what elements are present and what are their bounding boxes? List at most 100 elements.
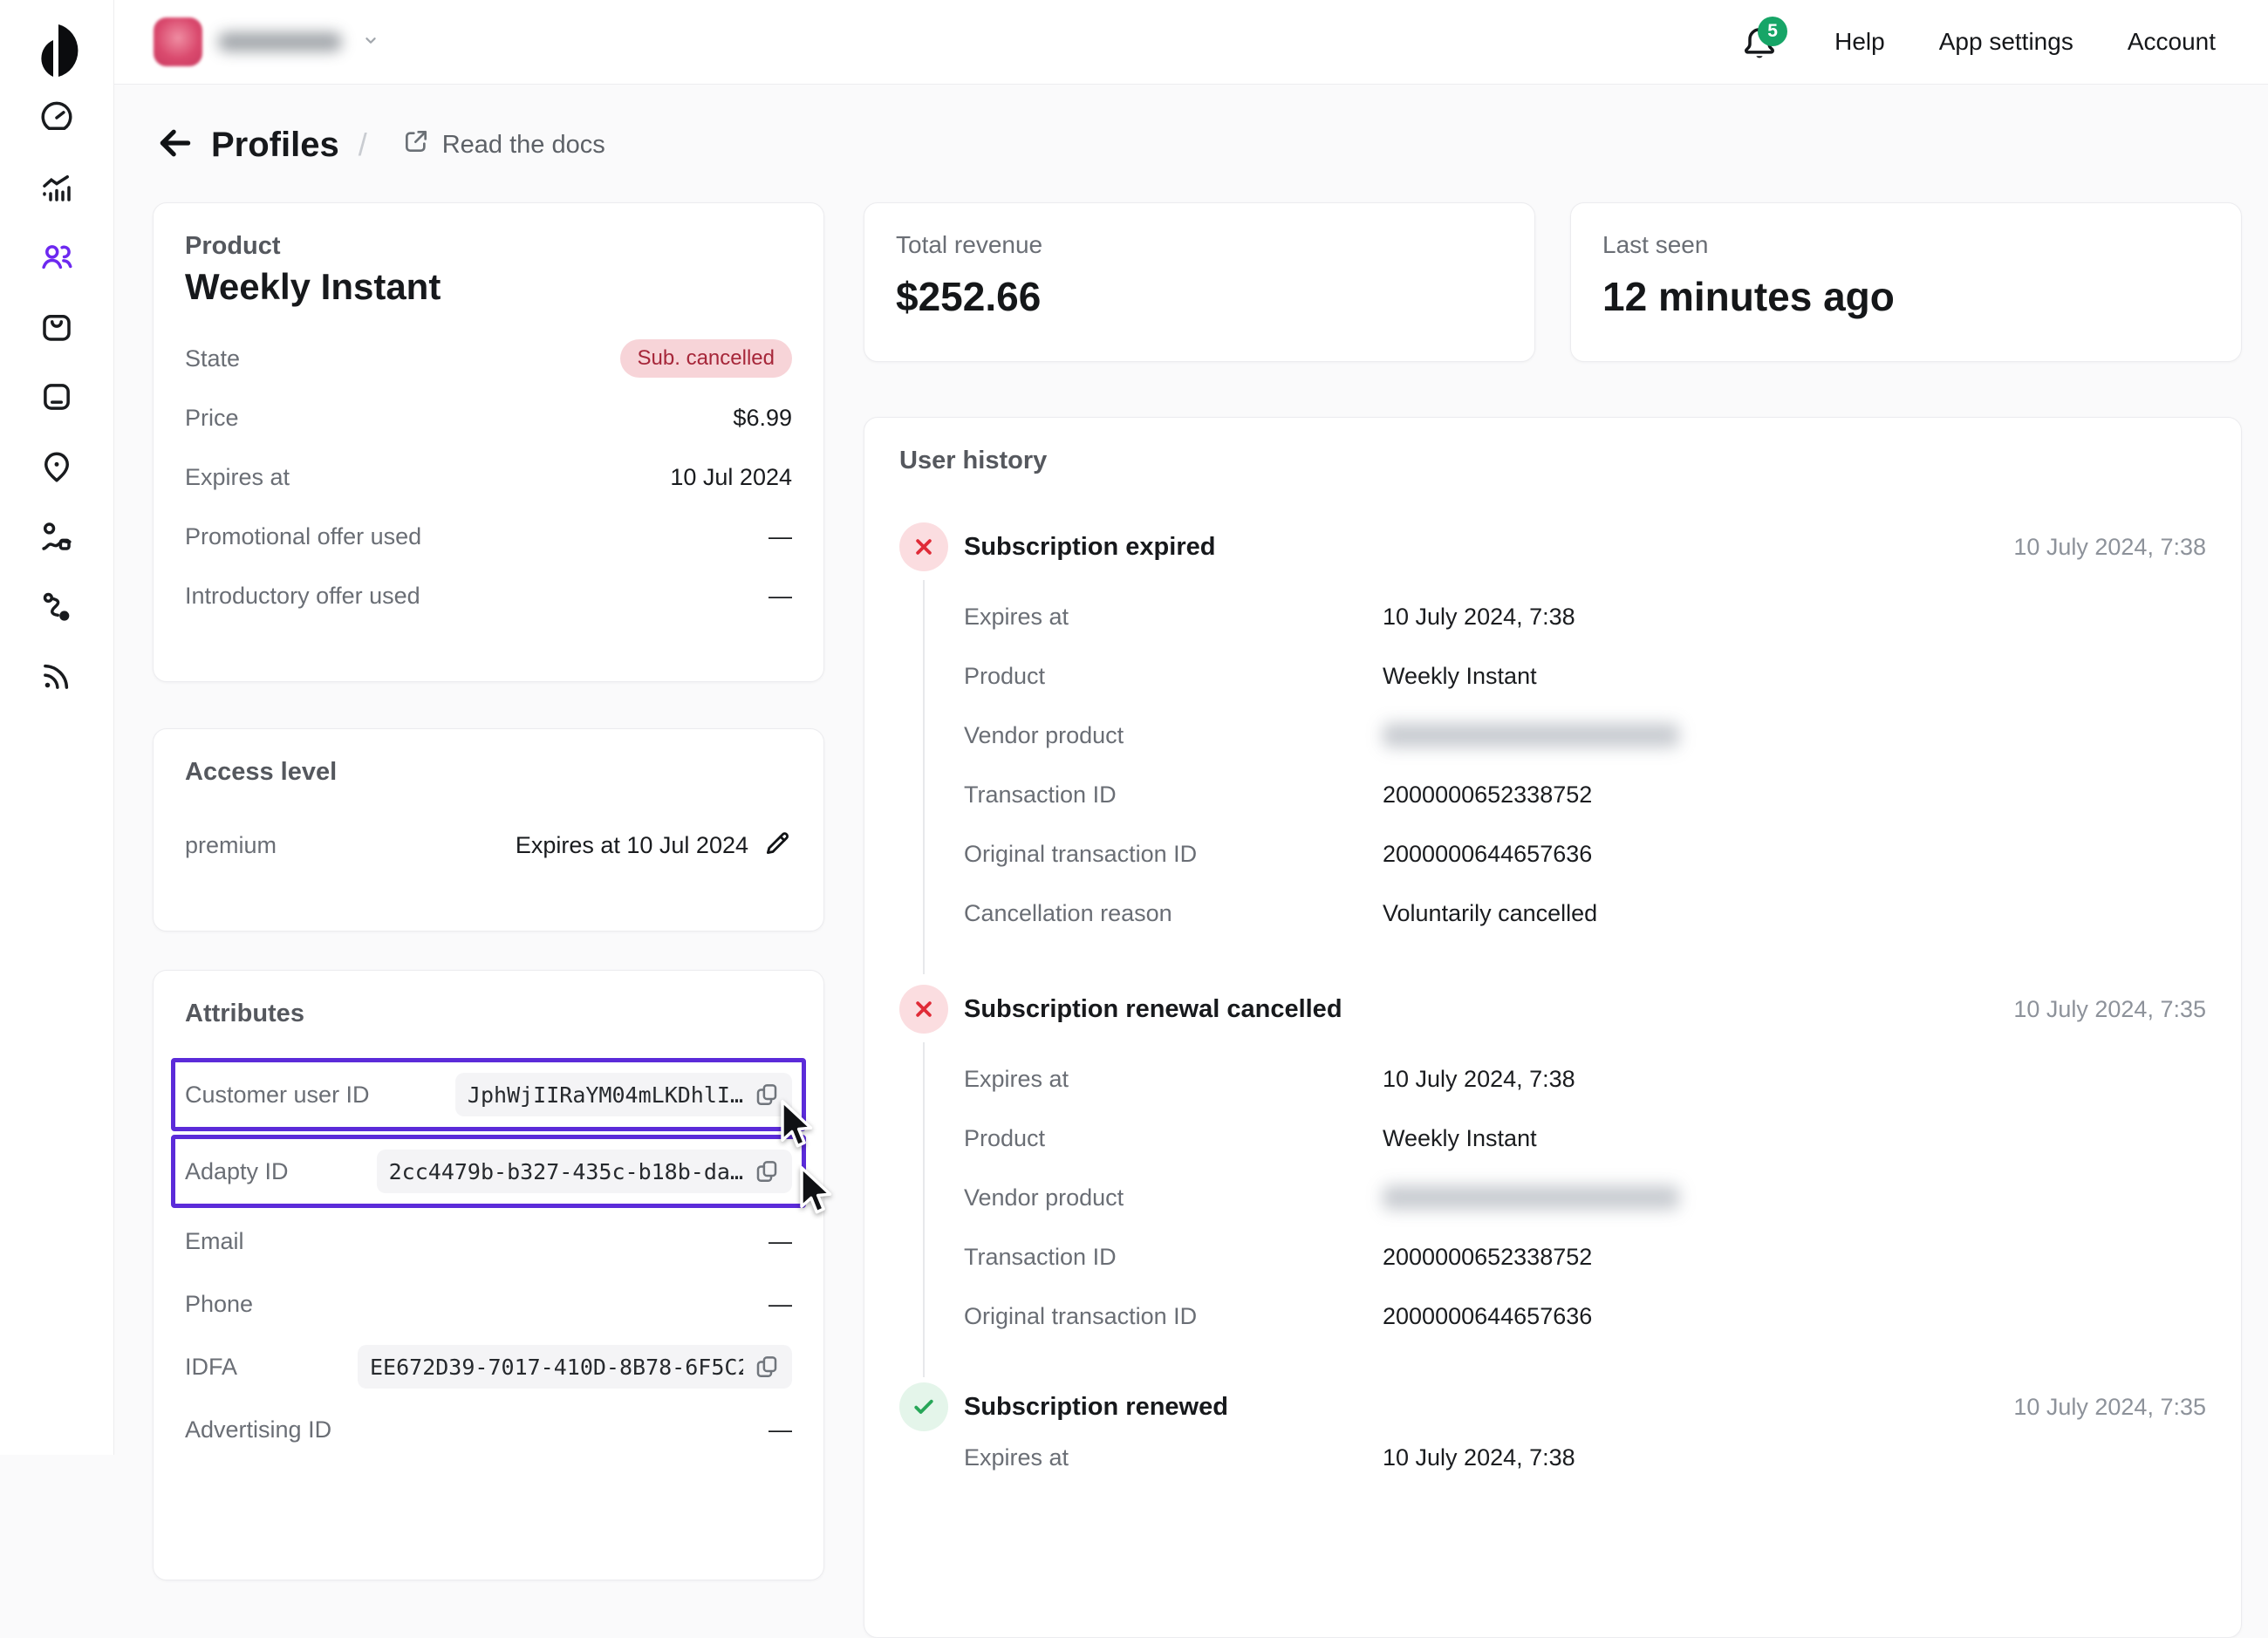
chevron-down-icon <box>361 31 380 54</box>
nav-account[interactable]: Account <box>2127 28 2216 55</box>
placements-icon <box>38 379 75 420</box>
attr-row-adapty-id: Adapty ID 2cc4479b-b327-435c-b18b-da… <box>185 1140 792 1203</box>
product-row-price: Price $6.99 <box>185 404 792 431</box>
external-link-icon <box>402 127 430 162</box>
notifications-button[interactable]: 5 <box>1740 17 1788 66</box>
detail-row: Transaction ID 2000000652338752 <box>964 781 1593 808</box>
event-timestamp: 10 July 2024, 7:38 <box>2013 533 2206 560</box>
timeline-connector <box>923 1042 925 1377</box>
sidebar-item-ab-test[interactable] <box>0 503 113 573</box>
sidebar <box>0 0 114 1455</box>
sidebar-item-profiles[interactable] <box>0 224 113 294</box>
ab-test-icon <box>38 518 75 559</box>
attr-row-email: Email — <box>185 1227 792 1254</box>
attr-row-phone: Phone — <box>185 1290 792 1317</box>
back-button[interactable] <box>155 125 195 165</box>
sidebar-item-placements[interactable] <box>0 364 113 433</box>
product-row-intro-offer: Introductory offer used — <box>185 582 792 609</box>
product-row-promo-offer: Promotional offer used — <box>185 522 792 549</box>
sidebar-item-analytics[interactable] <box>0 154 113 224</box>
detail-row: Expires at 10 July 2024, 7:38 <box>964 1065 1575 1092</box>
page-header: Profiles / Read the docs <box>155 125 605 165</box>
event-timestamp: 10 July 2024, 7:35 <box>2013 995 2206 1022</box>
topbar: 5 Help App settings Account <box>113 0 2268 85</box>
copy-icon[interactable] <box>754 1354 780 1380</box>
adapty-id-field: 2cc4479b-b327-435c-b18b-da… <box>376 1150 792 1193</box>
detail-row: Transaction ID 2000000652338752 <box>964 1243 1593 1270</box>
page-title: Profiles <box>211 125 339 164</box>
product-title: Weekly Instant <box>185 266 441 307</box>
last-seen-card: Last seen 12 minutes ago <box>1570 202 2242 362</box>
profiles-icon <box>38 239 75 280</box>
detail-row-vendor-product: Vendor product <box>964 1168 2206 1227</box>
last-seen-value: 12 minutes ago <box>1602 274 1895 319</box>
targeting-icon <box>38 448 75 489</box>
product-row-expires: Expires at 10 Jul 2024 <box>185 463 792 490</box>
status-badge: Sub. cancelled <box>619 339 792 378</box>
error-icon <box>899 522 948 571</box>
event-subscription-renewal-cancelled: Subscription renewal cancelled 10 July 2… <box>899 985 2206 1377</box>
annotation-box-adapty-id: Adapty ID 2cc4479b-b327-435c-b18b-da… <box>171 1135 806 1208</box>
notification-badge: 5 <box>1758 17 1788 46</box>
detail-row-vendor-product: Vendor product <box>964 706 2206 765</box>
detail-row: Original transaction ID 2000000644657636 <box>964 840 1593 867</box>
nav-app-settings[interactable]: App settings <box>1938 28 2073 55</box>
sidebar-item-feed[interactable] <box>0 643 113 713</box>
arrow-left-icon <box>156 124 195 167</box>
read-docs-label: Read the docs <box>441 130 605 159</box>
last-seen-label: Last seen <box>1602 231 1709 258</box>
access-level-card: Access level premium Expires at 10 Jul 2… <box>153 728 824 932</box>
attributes-card: Attributes Customer user ID JphWjIIRaYM0… <box>153 970 824 1580</box>
total-revenue-card: Total revenue $252.66 <box>864 202 1535 362</box>
feed-icon <box>38 658 75 699</box>
event-timestamp: 10 July 2024, 7:35 <box>2013 1393 2206 1420</box>
integrations-icon <box>38 588 75 629</box>
access-card-heading: Access level <box>185 758 338 786</box>
edit-access-button[interactable] <box>762 829 792 863</box>
detail-row: Expires at 10 July 2024, 7:38 <box>964 603 1575 630</box>
copy-icon[interactable] <box>754 1082 780 1108</box>
success-icon <box>899 1382 948 1431</box>
app-selector[interactable] <box>154 17 380 66</box>
copy-icon[interactable] <box>754 1158 780 1184</box>
timeline-connector <box>923 580 925 974</box>
analytics-icon <box>38 169 75 210</box>
sidebar-item-integrations[interactable] <box>0 573 113 643</box>
detail-row: Product Weekly Instant <box>964 662 1537 689</box>
sidebar-item-targeting[interactable] <box>0 433 113 503</box>
blurred-value <box>1383 1185 1679 1210</box>
pencil-icon <box>762 829 792 863</box>
detail-row: Cancellation reason Voluntarily cancelle… <box>964 899 1598 926</box>
main-content: Profiles / Read the docs Product Weekly … <box>113 85 2268 1638</box>
user-history-card: User history Subscription expired 10 Jul… <box>864 417 2242 1638</box>
event-subscription-expired: Subscription expired 10 July 2024, 7:38 … <box>899 522 2206 974</box>
detail-row: Original transaction ID 2000000644657636 <box>964 1302 1593 1329</box>
read-docs-link[interactable]: Read the docs <box>402 127 605 162</box>
paywalls-icon <box>38 309 75 350</box>
detail-row: Expires at 10 July 2024, 7:38 <box>964 1443 1575 1471</box>
annotation-box-customer-user-id: Customer user ID JphWjIIRaYM04mLKDhlI… <box>171 1058 806 1131</box>
blurred-value <box>1383 723 1679 747</box>
attributes-card-heading: Attributes <box>185 1000 304 1027</box>
attr-row-advertising-id: Advertising ID — <box>185 1416 792 1443</box>
error-icon <box>899 985 948 1034</box>
dashboard-icon <box>38 99 75 140</box>
customer-user-id-field: JphWjIIRaYM04mLKDhlI… <box>454 1073 792 1116</box>
attr-row-idfa: IDFA EE672D39-7017-410D-8B78-6F5C25… <box>185 1335 792 1398</box>
attr-row-customer-user-id: Customer user ID JphWjIIRaYM04mLKDhlI… <box>185 1063 792 1126</box>
app-avatar <box>154 17 202 66</box>
sidebar-item-paywalls[interactable] <box>0 294 113 364</box>
adapty-logo-icon <box>0 19 113 82</box>
bell-icon <box>1740 28 1779 66</box>
nav-help[interactable]: Help <box>1834 28 1885 55</box>
product-card-heading: Product <box>185 232 281 260</box>
product-row-state: State Sub. cancelled <box>185 329 792 388</box>
access-level-name: premium <box>185 832 277 858</box>
sidebar-item-dashboard[interactable] <box>0 85 113 154</box>
access-level-expiry: Expires at 10 Jul 2024 <box>515 832 748 858</box>
event-subscription-renewed: Subscription renewed 10 July 2024, 7:35 … <box>899 1382 2206 1487</box>
idfa-field: EE672D39-7017-410D-8B78-6F5C25… <box>358 1345 792 1389</box>
breadcrumb-separator: / <box>358 126 367 162</box>
product-card: Product Weekly Instant State Sub. cancel… <box>153 202 824 682</box>
total-revenue-value: $252.66 <box>896 274 1042 319</box>
